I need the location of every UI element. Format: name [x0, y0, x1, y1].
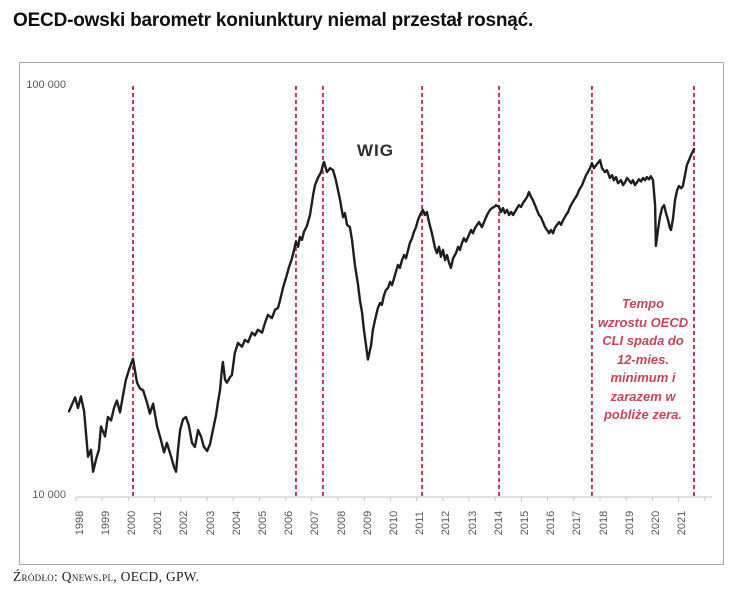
annotation-line: zarazem w [610, 388, 676, 404]
x-axis-year-label: 2005 [256, 510, 269, 536]
annotation-line: minimum i [610, 370, 676, 385]
x-axis-year-label: 2010 [387, 510, 400, 536]
x-axis-year-label: 2000 [125, 510, 138, 536]
y-axis-label-10000: 10 000 [32, 489, 66, 501]
x-axis-year-label: 2021 [676, 510, 689, 536]
x-axis-year-label: 2001 [152, 510, 165, 536]
cli-annotation: Tempo wzrostu OECD CLI spada do 12-mies. min… [592, 295, 694, 425]
annotation-line: Tempo [621, 296, 665, 311]
x-axis-year-label: 2015 [518, 510, 531, 536]
y-axis-label-100000: 100 000 [26, 79, 66, 91]
x-axis-year-label: 1999 [99, 510, 112, 536]
x-axis-year-label: 2012 [440, 510, 453, 536]
annotation-line: CLI spada do [602, 333, 684, 348]
x-axis-year-label: 2004 [230, 510, 243, 536]
x-axis-year-label: 2018 [597, 510, 610, 536]
x-axis-year-label: 2008 [335, 510, 348, 536]
x-axis-year-label: 2006 [283, 510, 296, 536]
x-axis-year-label: 2013 [466, 510, 479, 536]
annotation-line: pobliże zera. [603, 407, 683, 422]
x-axis-year-label: 2017 [571, 510, 584, 536]
x-axis-year-label: 2002 [178, 510, 191, 536]
page-title: OECD-owski barometr koniunktury niemal p… [13, 10, 534, 31]
x-axis-year-label: 2011 [414, 511, 427, 535]
x-axis-year-label: 2014 [492, 510, 505, 536]
x-axis-year-label: 2009 [361, 510, 374, 536]
series-label-wig: WIG [357, 141, 394, 160]
x-axis-year-label: 2003 [204, 510, 217, 536]
x-axis-year-label: 2016 [545, 510, 558, 536]
x-axis-year-label: 2020 [649, 510, 662, 536]
source-note: Źródło: Qnews.pl, OECD, GPW. [13, 569, 200, 584]
x-axis-year-label: 2007 [309, 510, 322, 536]
annotation-line: 12-mies. [616, 351, 670, 367]
x-axis-year-label: 1998 [73, 510, 86, 536]
annotation-line: wzrostu OECD [597, 314, 689, 330]
x-axis-year-label: 2019 [623, 510, 636, 536]
